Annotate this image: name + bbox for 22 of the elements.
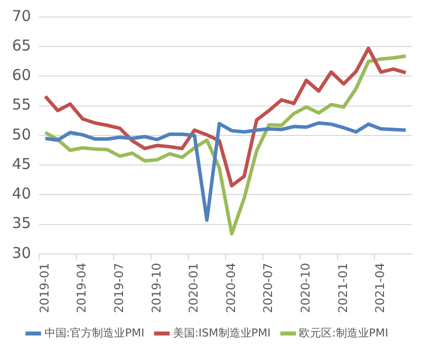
y-tick-label: 35 (12, 214, 32, 232)
x-tick-label: 2020-10 (298, 262, 312, 313)
x-tick-label: 2021-01 (336, 262, 350, 313)
x-tick-label: 2020-01 (186, 262, 201, 313)
x-tick-label: 2020-04 (224, 262, 238, 313)
x-tick-label: 2021-04 (373, 262, 388, 313)
y-tick-label: 40 (12, 184, 32, 203)
x-tick-label: 2019-10 (149, 262, 164, 313)
x-tick-label: 2019-07 (112, 262, 126, 313)
legend-label: 中国:官方制造业PMI (44, 326, 144, 340)
y-tick-label: 65 (12, 36, 32, 54)
y-tick-label: 30 (12, 244, 32, 262)
x-tick-label: 2019-01 (37, 262, 52, 313)
x-tick-label: 2020-07 (261, 262, 276, 313)
y-tick-label: 60 (12, 66, 32, 84)
y-tick-label: 55 (12, 96, 32, 114)
y-tick-label: 45 (12, 154, 32, 173)
legend-label: 欧元区:制造业PMI (299, 326, 388, 340)
y-tick-label: 70 (12, 6, 32, 25)
x-tick-label: 2019-04 (74, 262, 89, 313)
legend-label: 美国:ISM制造业PMI (172, 326, 271, 340)
y-tick-label: 50 (12, 125, 32, 144)
